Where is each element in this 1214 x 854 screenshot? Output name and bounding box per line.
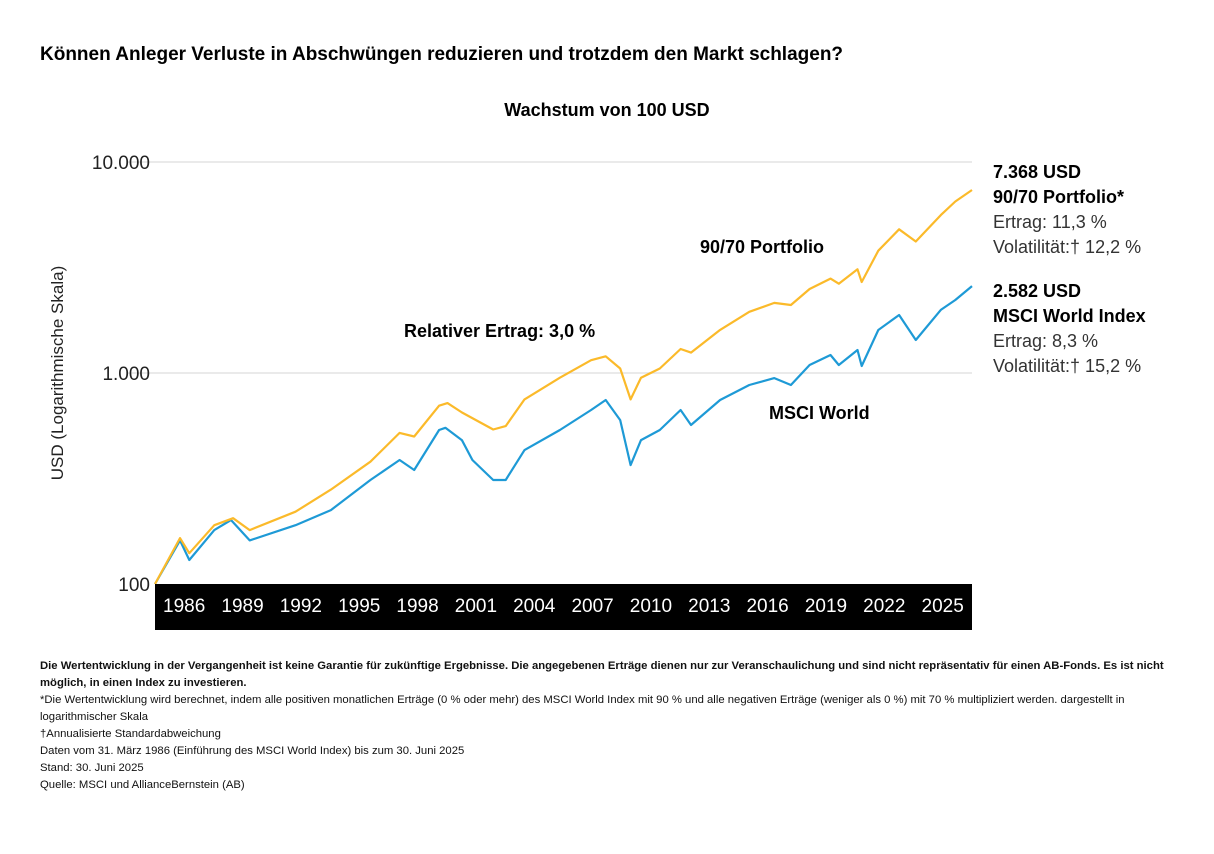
x-tick-label: 2016 xyxy=(746,596,789,617)
chart-title-text: Wachstum von 100 USD xyxy=(504,100,710,120)
x-tick-label: 1986 xyxy=(163,596,206,617)
x-tick-label: 2001 xyxy=(454,596,498,617)
msci-world-line xyxy=(154,285,973,585)
x-tick-label: 2004 xyxy=(513,596,556,617)
portfolio-end-summary: 7.368 USD 90/70 Portfolio* Ertrag: 11,3 … xyxy=(993,160,1141,260)
x-tick-label: 2013 xyxy=(688,596,731,617)
x-axis: 1986 1989 1992 1995 1998 2001 2004 2007 2010 2013… xyxy=(155,584,972,630)
msci-end-summary: 2.582 USD MSCI World Index Ertrag: 8,3 %… xyxy=(993,279,1146,379)
footnotes: Die Wertentwicklung in der Vergangenheit… xyxy=(40,658,1180,794)
portfolio-return: Ertrag: 11,3 % xyxy=(993,212,1107,232)
dagger-note: †Annualisierte Standardabweichung xyxy=(40,728,221,740)
source-note: Quelle: MSCI und AllianceBernstein (AB) xyxy=(40,779,245,791)
msci-end-name: MSCI World Index xyxy=(993,306,1146,326)
msci-return: Ertrag: 8,3 % xyxy=(993,331,1099,351)
relative-return-annotation: Relativer Ertrag: 3,0 % xyxy=(404,321,596,341)
method-note: *Die Wertentwicklung wird berechnet, ind… xyxy=(40,694,1125,723)
disclaimer: Die Wertentwicklung in der Vergangenheit… xyxy=(40,660,1164,689)
x-tick-label: 1998 xyxy=(396,596,439,617)
msci-volatility: Volatilität:† 15,2 % xyxy=(993,356,1142,376)
portfolio-end-name: 90/70 Portfolio* xyxy=(993,187,1125,207)
y-tick-label: 10.000 xyxy=(92,153,150,174)
x-tick-label: 1995 xyxy=(338,596,381,617)
portfolio-volatility: Volatilität:† 12,2 % xyxy=(993,237,1142,257)
y-tick-label: 100 xyxy=(118,575,150,596)
x-tick-label: 2025 xyxy=(921,596,964,617)
period-note: Daten vom 31. März 1986 (Einführung des … xyxy=(40,745,465,757)
portfolio-line-label: 90/70 Portfolio xyxy=(700,237,825,257)
y-tick-label: 1.000 xyxy=(102,364,150,385)
x-tick-label: 2022 xyxy=(863,596,906,617)
x-tick-label: 2019 xyxy=(804,596,848,617)
portfolio-end-value: 7.368 USD xyxy=(993,162,1082,182)
msci-line-label: MSCI World xyxy=(769,403,870,423)
portfolio-line xyxy=(154,189,973,585)
msci-end-value: 2.582 USD xyxy=(993,281,1082,301)
as-of-note: Stand: 30. Juni 2025 xyxy=(40,762,144,774)
page-title: Können Anleger Verluste in Abschwüngen r… xyxy=(40,44,844,65)
y-axis-label: USD (Logarithmische Skala) xyxy=(48,266,67,480)
x-tick-label: 1989 xyxy=(221,596,264,617)
x-tick-label: 2007 xyxy=(571,596,614,617)
chart-title: Wachstum von 100 USD xyxy=(0,100,1214,121)
x-tick-label: 2010 xyxy=(629,596,673,617)
x-tick-label: 1992 xyxy=(279,596,322,617)
